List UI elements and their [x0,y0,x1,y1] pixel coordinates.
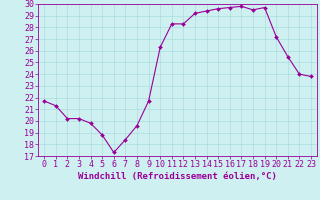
X-axis label: Windchill (Refroidissement éolien,°C): Windchill (Refroidissement éolien,°C) [78,172,277,181]
